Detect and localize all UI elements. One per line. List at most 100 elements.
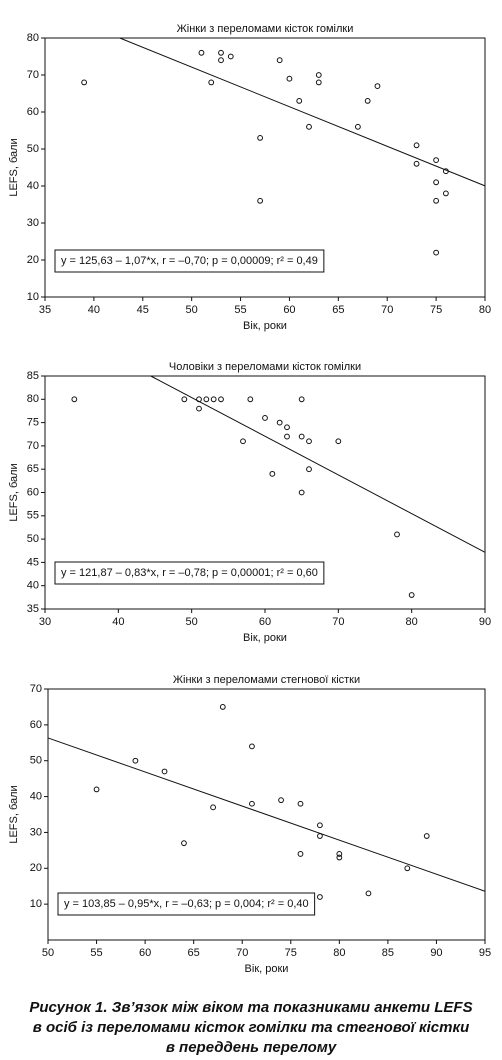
point [208,79,215,86]
point [181,396,188,403]
x-tick-label: 40 [88,304,100,316]
point [296,98,303,104]
point [269,470,276,477]
point [132,757,139,764]
x-tick-label: 50 [186,616,198,628]
x-tick-label: 80 [333,947,345,959]
y-tick-label: 85 [27,370,39,382]
point [276,57,283,64]
trend-line [119,37,486,187]
annotation-box [57,892,316,916]
point [408,592,415,598]
point [218,57,224,64]
point [93,786,100,793]
y-tick-label: 55 [27,510,39,522]
point [257,197,264,204]
point [81,79,88,86]
point [286,75,293,82]
point [354,123,361,130]
x-tick-label: 90 [479,616,491,628]
x-tick-label: 40 [112,616,124,628]
point [433,249,440,256]
y-tick-label: 40 [30,790,42,802]
y-tick-label: 20 [30,862,42,874]
y-tick-label: 40 [27,580,39,592]
y-tick-label: 10 [30,898,42,910]
caption-line: Рисунок 1. Зв’язок між віком та показник… [29,999,472,1016]
point [284,424,290,431]
y-tick-label: 30 [30,826,42,838]
plot-frame [47,688,486,941]
trend-line [150,375,486,553]
y-tick-label: 10 [27,291,39,303]
x-tick-label: 50 [186,304,198,316]
point [433,197,440,204]
y-tick-label: 35 [27,603,39,615]
point [336,851,343,857]
x-tick-label: 80 [406,616,418,628]
point [297,851,304,857]
y-tick-label: 70 [30,683,42,695]
x-tick-label: 70 [236,947,248,959]
x-tick-label: 60 [139,947,151,959]
point [210,804,216,811]
point [218,396,224,403]
point [306,438,312,445]
point [240,438,246,445]
point [404,865,411,872]
point [364,98,371,104]
x-tick-label: 35 [39,304,51,316]
point [181,840,187,847]
x-tick-label: 65 [332,304,344,316]
y-tick-label: 65 [27,463,39,475]
y-tick-label: 30 [27,217,39,229]
point [433,179,440,186]
x-tick-label: 75 [430,304,442,316]
point [198,49,205,56]
x-tick-label: 45 [137,304,149,316]
plot-frame [44,37,486,298]
y-tick-label: 50 [30,755,42,767]
point [262,415,268,421]
annotation: y = 103,85 – 0,95*x, r = –0,63; p = 0,00… [64,898,309,910]
point [317,894,323,900]
point [257,135,264,141]
trend-line [47,737,486,892]
y-axis-label: LEFS, бали [8,138,20,196]
point [335,438,342,445]
point [196,396,202,403]
x-tick-label: 60 [283,304,295,316]
point [442,168,449,175]
point [365,890,372,897]
x-axis-label: Вік, роки [243,632,287,644]
point [394,531,400,538]
chart-title: Жінки з переломами кісток гомілки [177,23,354,35]
annotation-box [54,249,325,273]
y-tick-label: 60 [30,719,42,731]
x-tick-label: 55 [90,947,102,959]
point [433,157,440,164]
x-tick-label: 70 [381,304,393,316]
y-tick-label: 80 [27,393,39,405]
point [249,800,255,807]
point [413,142,420,149]
x-axis-label: Вік, роки [245,963,289,975]
x-tick-label: 70 [332,616,344,628]
point [298,433,305,440]
x-tick-label: 60 [259,616,271,628]
y-tick-label: 75 [27,417,39,429]
point [218,49,224,56]
caption-line: в переддень перелому [166,1039,337,1056]
point [298,489,305,496]
point [297,800,304,807]
point [317,833,323,839]
point [315,79,322,86]
y-tick-label: 80 [27,32,39,44]
point [315,72,322,78]
y-tick-label: 60 [27,106,39,118]
point [413,160,420,167]
y-tick-label: 20 [27,254,39,266]
point [196,405,202,412]
x-tick-label: 95 [479,947,491,959]
point [276,419,283,426]
